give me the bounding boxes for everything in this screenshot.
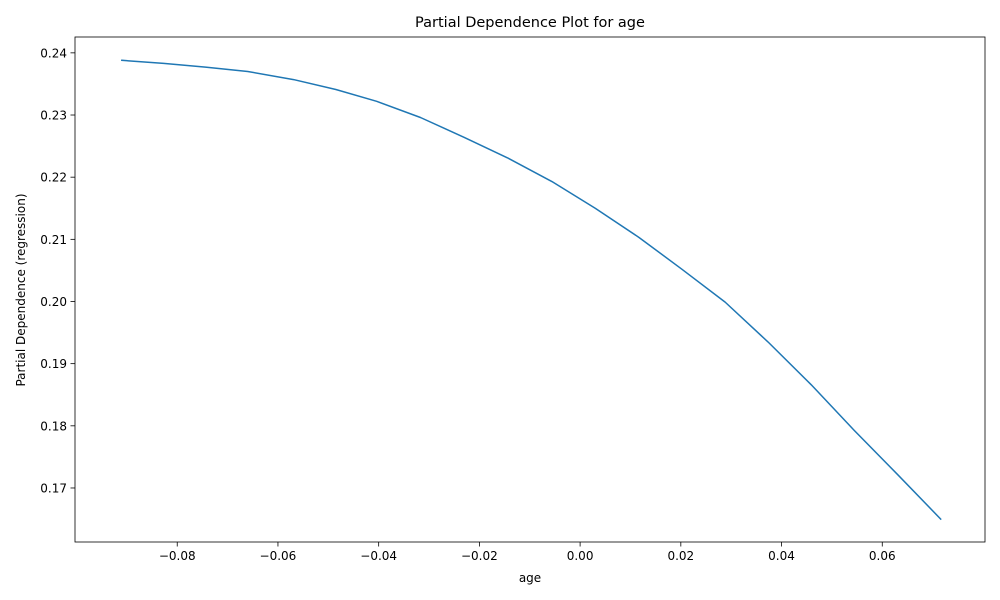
y-tick-label: 0.17: [40, 481, 67, 495]
x-tick-label: −0.06: [260, 549, 297, 563]
plot-area: −0.08 −0.06 −0.04 −0.02 0.00 0.02 0.04 0.06 0.17…: [40, 36, 986, 563]
x-tick-label: 0.02: [667, 549, 694, 563]
y-tick-label: 0.19: [40, 357, 67, 371]
x-tick-label: −0.02: [461, 549, 498, 563]
y-axis-label: Partial Dependence (regression): [14, 193, 28, 386]
chart-title: Partial Dependence Plot for age: [415, 15, 645, 31]
x-tick-label: 0.00: [567, 549, 594, 563]
y-tick-label: 0.24: [40, 46, 67, 60]
y-tick-label: 0.18: [40, 419, 67, 433]
y-tick-label: 0.20: [40, 295, 67, 309]
y-tick-label: 0.22: [40, 171, 67, 185]
x-tick-label: 0.06: [869, 549, 896, 563]
x-axis-label: age: [519, 571, 541, 585]
x-tick-label: −0.04: [360, 549, 397, 563]
x-tick-label: 0.04: [768, 549, 795, 563]
y-tick-label: 0.23: [40, 109, 67, 123]
pd-series-line: [121, 59, 942, 521]
y-tick-label: 0.21: [40, 233, 67, 247]
axes-frame: [74, 36, 986, 543]
x-tick-label: −0.08: [159, 549, 196, 563]
